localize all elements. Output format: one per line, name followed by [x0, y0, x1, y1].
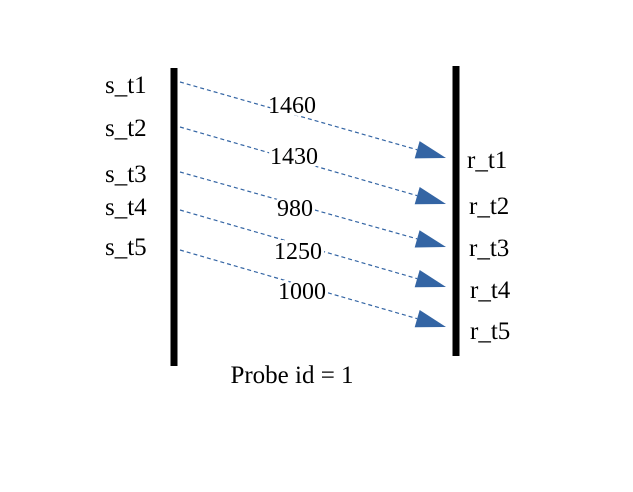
receiver-label-1: r_t1: [467, 147, 507, 174]
packet-line-1: [179, 81, 418, 151]
packet-arrowhead-3: [414, 230, 446, 248]
packet-size-label-1: 1460: [268, 93, 316, 119]
sender-label-3: s_t3: [105, 161, 147, 188]
packet-size-label-4: 1250: [274, 239, 322, 265]
packet-size-label-3: 980: [277, 196, 313, 222]
packet-arrowhead-2: [414, 187, 446, 205]
packet-arrowhead-4: [414, 270, 446, 288]
packet-arrowhead-1: [414, 141, 446, 159]
packet-line-2: [179, 126, 418, 197]
packet-size-label-5: 1000: [278, 279, 326, 305]
receiver-label-2: r_t2: [469, 193, 509, 220]
packet-line-3: [179, 171, 418, 240]
sender-label-4: s_t4: [105, 194, 147, 221]
packet-line-4: [179, 209, 418, 280]
receiver-label-3: r_t3: [469, 235, 509, 262]
receiver-label-4: r_t4: [470, 277, 511, 304]
receiver-label-5: r_t5: [470, 318, 510, 345]
sender-label-2: s_t2: [105, 115, 147, 142]
packet-size-label-2: 1430: [270, 144, 318, 170]
sender-label-1: s_t1: [105, 72, 147, 99]
packet-arrows: [179, 81, 446, 328]
sender-label-5: s_t5: [105, 234, 147, 261]
packet-arrowhead-5: [414, 310, 446, 328]
probe-caption: Probe id = 1: [230, 362, 353, 389]
packet-line-5: [179, 249, 418, 320]
